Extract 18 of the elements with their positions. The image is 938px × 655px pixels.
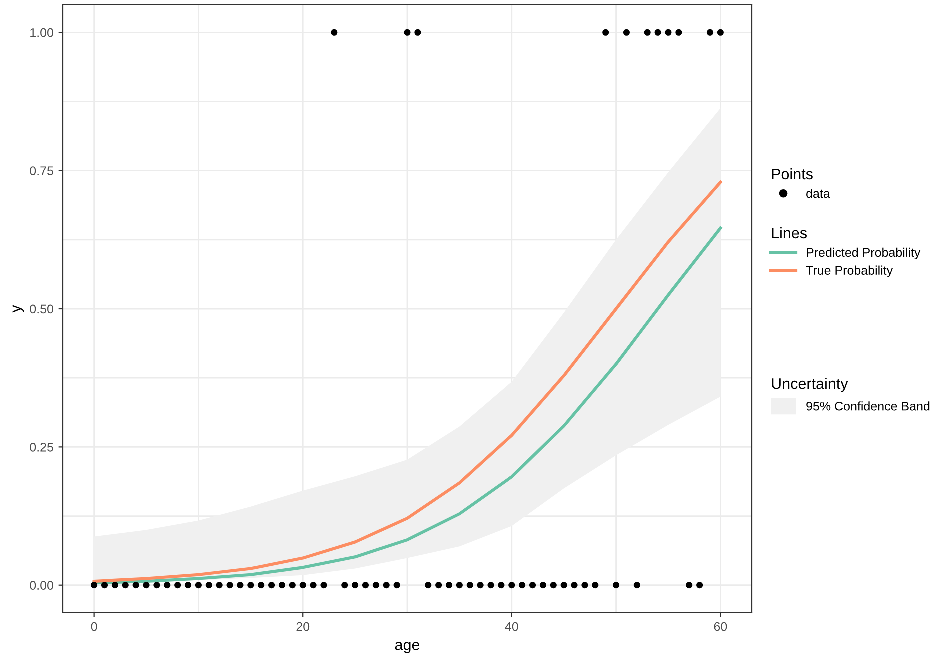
text: Uncertainty	[772, 378, 848, 392]
x-tick-label: 0	[91, 622, 98, 632]
y-tick-label: 0.25	[30, 442, 54, 452]
y-tick-label: 0.50	[30, 304, 54, 314]
legend-label: True Probability	[806, 266, 894, 278]
y-tick-label: 1.00	[30, 28, 54, 38]
legend-label: data	[806, 188, 830, 198]
text: 95% Confidence Band	[806, 402, 930, 411]
legend-label: Predicted Probability	[807, 248, 921, 260]
y-tick-label: 0.00	[30, 581, 54, 590]
x-tick-label: 20	[296, 622, 310, 632]
y-tick-label: 0.75	[30, 166, 54, 176]
y-axis-title: y	[12, 305, 24, 313]
x-axis-title: age	[395, 642, 420, 654]
text: Lines	[772, 227, 807, 239]
text: Points	[772, 168, 813, 180]
x-tick-label: 40	[505, 622, 518, 632]
x-tick-label: 60	[714, 622, 728, 632]
